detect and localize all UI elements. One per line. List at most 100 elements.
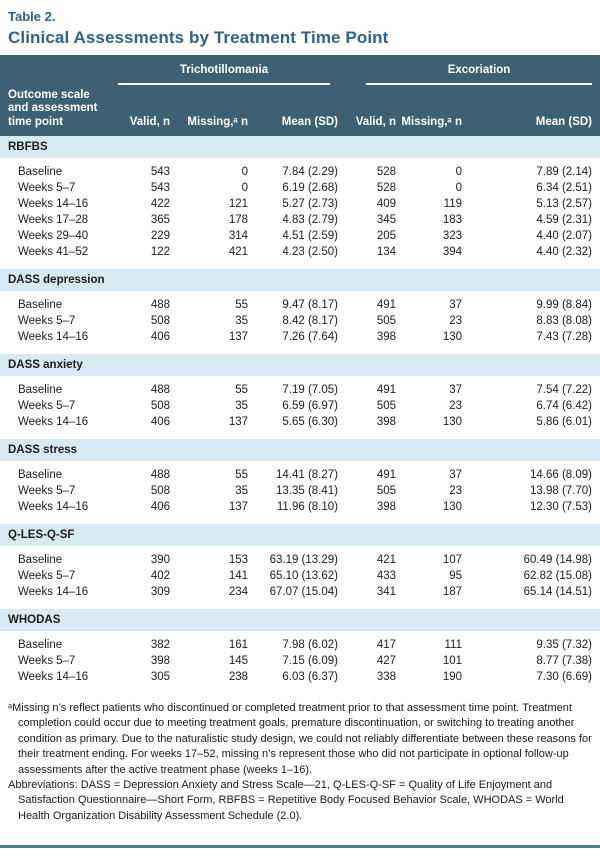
cell: 528 [376, 166, 396, 178]
cell: 323 [442, 230, 462, 242]
footnote-a: ᵃMissing n’s reflect patients who discon… [8, 702, 592, 776]
cell: 305 [150, 671, 170, 683]
row-header: Outcome scale and assessment time point [0, 55, 118, 136]
cell: 398 [376, 331, 396, 343]
cell: 4.83 (2.79) [282, 214, 338, 226]
cell: 5.13 (2.57) [536, 198, 593, 210]
cell: 7.30 (6.69) [536, 671, 593, 683]
cell: 406 [150, 331, 170, 343]
cell: 111 [444, 639, 462, 651]
cell: 4.40 (2.07) [536, 230, 593, 242]
cell: 13.98 (7.70) [530, 485, 593, 497]
cell: 0 [455, 166, 462, 178]
cell: 130 [442, 331, 462, 343]
cell: 7.84 (2.29) [282, 166, 338, 178]
row-label: Weeks 5–7 [18, 182, 76, 194]
cell: 55 [235, 299, 248, 311]
section-band: DASS depression [0, 269, 600, 291]
cell: 6.34 (2.51) [536, 182, 593, 194]
section-band: WHODAS [0, 609, 600, 631]
cell: 4.40 (2.32) [536, 246, 593, 258]
table-row: Baseline 488 55 7.19 (7.05) 491 37 7.54 (7.22) [0, 376, 600, 398]
row-label: Baseline [18, 166, 63, 178]
column-header-3: Valid, n [338, 85, 396, 136]
cell: 528 [376, 182, 396, 194]
row-label: Baseline [18, 639, 63, 651]
cell: 23 [449, 400, 462, 412]
cell: 505 [376, 400, 396, 412]
table-row: Weeks 5–7 402 141 65.10 (13.62) 433 95 62.82 (… [0, 568, 600, 584]
cell: 7.89 (2.14) [536, 166, 593, 178]
cell: 35 [235, 485, 248, 497]
cell: 7.15 (6.09) [282, 655, 338, 667]
cell: 14.41 (8.27) [275, 469, 338, 481]
footnotes: ᵃMissing n’s reflect patients who discon… [0, 694, 600, 824]
page-title: Clinical Assessments by Treatment Time P… [8, 28, 389, 47]
cell: 121 [228, 198, 248, 210]
cell: 5.27 (2.73) [282, 198, 338, 210]
cell: 6.59 (6.97) [282, 400, 338, 412]
row-label: Weeks 29–40 [18, 230, 89, 242]
cell: 543 [150, 182, 170, 194]
cell: 190 [442, 671, 462, 683]
cell: 9.47 (8.17) [282, 299, 338, 311]
table-header: Outcome scale and assessment time point … [0, 55, 600, 136]
cell: 9.35 (7.32) [536, 639, 593, 651]
cell: 63.19 (13.29) [269, 554, 338, 566]
column-header-row: Valid, n Missing,ᵃ n Mean (SD) Valid, n Miss… [0, 85, 600, 136]
cell: 406 [150, 501, 170, 513]
cell: 491 [376, 299, 396, 311]
section-label: DASS depression [0, 269, 600, 291]
cell: 345 [376, 214, 396, 226]
row-label: Weeks 14–16 [18, 586, 89, 598]
cell: 14.66 (8.09) [530, 469, 593, 481]
cell: 137 [228, 416, 248, 428]
cell: 23 [449, 315, 462, 327]
column-group-trichotillomania: Trichotillomania [118, 55, 338, 85]
cell: 178 [228, 214, 248, 226]
cell: 8.83 (8.08) [536, 315, 593, 327]
table-row: Weeks 5–7 508 35 13.35 (8.41) 505 23 13.98 (7.… [0, 483, 600, 499]
cell: 12.30 (7.53) [530, 501, 593, 513]
cell: 187 [442, 586, 462, 598]
cell: 60.49 (14.98) [523, 554, 593, 566]
group-header-row: Outcome scale and assessment time point … [0, 55, 600, 136]
cell: 137 [228, 331, 248, 343]
cell: 505 [376, 485, 396, 497]
table-row: Weeks 17–28 365 178 4.83 (2.79) 345 183 4.59 (… [0, 212, 600, 228]
column-header-1: Missing,ᵃ n [170, 85, 248, 136]
cell: 6.19 (2.68) [282, 182, 338, 194]
table-row: Weeks 14–16 406 137 7.26 (7.64) 398 130 7.43 (… [0, 329, 600, 354]
cell: 409 [376, 198, 396, 210]
cell: 0 [241, 166, 248, 178]
table-row: Weeks 5–7 543 0 6.19 (2.68) 528 0 6.34 (2.51) [0, 180, 600, 196]
table-body: RBFBS Baseline 543 0 7.84 (2.29) 528 0 7.89 (2.… [0, 136, 600, 694]
cell: 119 [443, 198, 462, 210]
column-header-4: Missing,ᵃ n [396, 85, 462, 136]
cell: 55 [235, 469, 248, 481]
table-row: Weeks 14–16 406 137 11.96 (8.10) 398 130 12.30… [0, 499, 600, 524]
table-row: Weeks 14–16 309 234 67.07 (15.04) 341 187 65.1… [0, 584, 600, 609]
cell: 35 [235, 400, 248, 412]
row-label: Weeks 14–16 [18, 416, 89, 428]
cell: 37 [449, 299, 462, 311]
cell: 505 [376, 315, 396, 327]
section-label: DASS stress [0, 439, 600, 461]
row-label: Baseline [18, 554, 63, 566]
cell: 398 [376, 416, 396, 428]
cell: 234 [228, 586, 248, 598]
row-label: Weeks 14–16 [18, 198, 89, 210]
cell: 161 [228, 639, 248, 651]
row-label: Weeks 5–7 [18, 655, 76, 667]
cell: 508 [150, 315, 170, 327]
cell: 101 [442, 655, 462, 667]
clinical-assessments-table: Outcome scale and assessment time point … [0, 55, 600, 694]
table-row: Baseline 543 0 7.84 (2.29) 528 0 7.89 (2.14) [0, 158, 600, 180]
section-label: DASS anxiety [0, 354, 600, 376]
cell: 508 [150, 485, 170, 497]
cell: 0 [241, 182, 248, 194]
cell: 7.98 (6.02) [282, 639, 338, 651]
cell: 134 [376, 246, 396, 258]
group-label-excoriation: Excoriation [366, 63, 593, 85]
row-label: Baseline [18, 384, 63, 396]
